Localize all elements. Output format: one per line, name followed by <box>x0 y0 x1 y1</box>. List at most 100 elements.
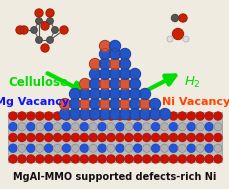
Circle shape <box>27 123 35 131</box>
Circle shape <box>71 155 79 163</box>
Circle shape <box>124 144 132 152</box>
Circle shape <box>169 144 177 152</box>
Circle shape <box>35 112 44 120</box>
Circle shape <box>62 144 70 152</box>
Circle shape <box>119 98 130 109</box>
Circle shape <box>59 98 70 109</box>
Circle shape <box>79 88 90 99</box>
Circle shape <box>98 123 106 131</box>
Circle shape <box>79 78 90 90</box>
Circle shape <box>172 29 183 40</box>
Circle shape <box>89 88 100 99</box>
Circle shape <box>186 155 194 163</box>
Circle shape <box>142 144 150 152</box>
Circle shape <box>18 155 26 163</box>
Circle shape <box>119 108 130 119</box>
Circle shape <box>62 123 70 131</box>
Circle shape <box>62 112 70 120</box>
Circle shape <box>89 123 97 131</box>
Circle shape <box>151 112 159 120</box>
Circle shape <box>9 155 17 163</box>
Circle shape <box>53 144 61 152</box>
Circle shape <box>160 112 168 120</box>
Circle shape <box>99 40 110 51</box>
Circle shape <box>109 108 120 119</box>
Circle shape <box>160 155 168 163</box>
Circle shape <box>44 155 52 163</box>
Circle shape <box>89 144 97 152</box>
Circle shape <box>213 112 221 120</box>
Circle shape <box>166 36 172 42</box>
Circle shape <box>79 108 90 119</box>
Circle shape <box>195 123 203 131</box>
Circle shape <box>89 155 97 163</box>
Circle shape <box>129 108 140 119</box>
Circle shape <box>9 144 17 152</box>
Circle shape <box>169 133 177 142</box>
Circle shape <box>129 68 140 80</box>
Text: Ni Vacancy: Ni Vacancy <box>161 97 229 107</box>
Circle shape <box>119 59 130 70</box>
Circle shape <box>35 155 44 163</box>
Circle shape <box>106 144 114 152</box>
FancyBboxPatch shape <box>8 112 221 162</box>
Circle shape <box>119 78 130 90</box>
Circle shape <box>36 37 42 43</box>
Circle shape <box>18 112 26 120</box>
Circle shape <box>109 98 120 109</box>
Circle shape <box>186 112 194 120</box>
Circle shape <box>89 133 97 142</box>
Circle shape <box>142 112 150 120</box>
Circle shape <box>119 49 130 60</box>
Circle shape <box>109 49 120 60</box>
Circle shape <box>133 144 141 152</box>
Circle shape <box>89 78 100 90</box>
Circle shape <box>89 112 97 120</box>
Circle shape <box>98 144 106 152</box>
Circle shape <box>60 26 68 34</box>
Circle shape <box>18 123 26 131</box>
Circle shape <box>44 144 52 152</box>
Circle shape <box>98 155 106 163</box>
Circle shape <box>160 123 168 131</box>
Circle shape <box>62 155 70 163</box>
Text: Mg Vacancy: Mg Vacancy <box>0 97 69 107</box>
Circle shape <box>151 155 159 163</box>
Circle shape <box>169 155 177 163</box>
Circle shape <box>151 144 159 152</box>
Circle shape <box>177 144 185 152</box>
Circle shape <box>169 123 177 131</box>
Circle shape <box>124 123 132 131</box>
Circle shape <box>89 98 100 109</box>
Circle shape <box>35 133 44 142</box>
Circle shape <box>115 133 123 142</box>
Circle shape <box>71 123 79 131</box>
Circle shape <box>159 108 170 119</box>
Circle shape <box>80 155 88 163</box>
Circle shape <box>44 133 52 142</box>
Circle shape <box>80 144 88 152</box>
Circle shape <box>133 155 141 163</box>
Circle shape <box>31 27 37 33</box>
Circle shape <box>124 112 132 120</box>
Circle shape <box>44 112 52 120</box>
Circle shape <box>204 123 212 131</box>
Circle shape <box>109 59 120 70</box>
Circle shape <box>62 133 70 142</box>
Circle shape <box>139 98 150 109</box>
Circle shape <box>171 15 178 22</box>
Circle shape <box>53 133 61 142</box>
Circle shape <box>195 144 203 152</box>
Circle shape <box>35 144 44 152</box>
Circle shape <box>52 27 58 33</box>
Circle shape <box>53 155 61 163</box>
Circle shape <box>71 133 79 142</box>
Circle shape <box>115 155 123 163</box>
Text: $H_2$: $H_2$ <box>183 74 199 90</box>
Circle shape <box>186 133 194 142</box>
Circle shape <box>98 133 106 142</box>
Circle shape <box>59 108 70 119</box>
Circle shape <box>46 37 53 43</box>
Circle shape <box>99 68 110 80</box>
Circle shape <box>99 98 110 109</box>
